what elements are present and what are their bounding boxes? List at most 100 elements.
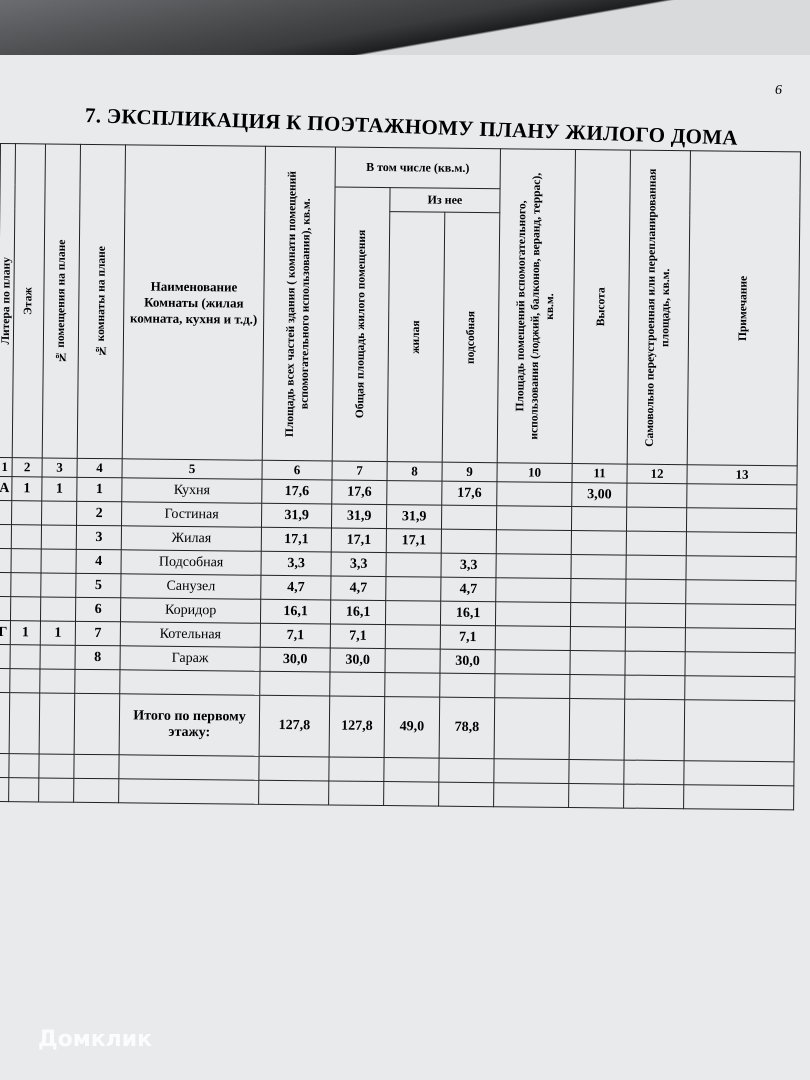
column-header-text: Этаж <box>22 286 35 315</box>
table-cell: 1 <box>76 477 123 502</box>
table-cell <box>439 673 495 698</box>
table-cell: 49,0 <box>384 696 440 759</box>
group-header: В том числе (кв.м.) <box>335 147 501 189</box>
table-cell <box>494 673 570 699</box>
table-cell <box>118 778 259 805</box>
table-cell <box>686 483 797 509</box>
table-cell <box>0 668 10 693</box>
table-cell: 7,1 <box>440 625 496 650</box>
table-cell: 6 <box>75 597 121 622</box>
table-cell <box>686 531 797 557</box>
table-cell: 16,1 <box>330 599 386 625</box>
table-cell <box>685 579 796 605</box>
table-cell: Г <box>0 620 11 645</box>
table-cell <box>328 756 385 782</box>
table-cell: 31,9 <box>386 504 442 530</box>
table-cell: Кухня <box>121 477 262 504</box>
table-cell <box>0 753 10 778</box>
table-cell <box>494 697 570 760</box>
table-cell <box>569 650 626 676</box>
table-cell <box>493 782 569 808</box>
table-cell <box>258 756 330 781</box>
table-cell: Жилая <box>121 525 262 552</box>
table-cell <box>38 777 74 803</box>
table-cell <box>11 500 42 525</box>
table-cell <box>438 782 494 807</box>
table-cell <box>8 777 39 802</box>
column-header: Высота <box>572 149 631 465</box>
table-cell <box>385 552 442 578</box>
table-cell: 1 <box>40 620 76 646</box>
column-header: Общая площадь жилого помещения <box>332 187 391 462</box>
table-cell: 4,7 <box>440 577 496 602</box>
table-cell <box>0 500 12 525</box>
table-cell <box>686 507 797 533</box>
table-cell: 4,7 <box>330 575 386 601</box>
table-header: Литера по плану Этаж № помещения на плане №… <box>0 143 801 485</box>
table-cell <box>569 674 625 700</box>
table-cell <box>41 500 77 526</box>
table-cell <box>683 784 794 810</box>
table-cell <box>624 651 686 676</box>
table-cell <box>39 668 75 694</box>
table-cell <box>625 579 686 604</box>
table-cell <box>684 675 795 701</box>
table-cell <box>258 780 329 805</box>
table-cell <box>493 758 570 784</box>
column-header: Наименование Комнаты (жилая комната, кух… <box>122 144 266 461</box>
table-cell <box>438 758 495 783</box>
column-number: 13 <box>686 464 798 485</box>
table-cell: Санузел <box>120 573 261 600</box>
table-cell <box>328 780 384 806</box>
table-cell: Коридор <box>120 597 261 624</box>
table-cell: Гостиная <box>121 501 262 528</box>
table-cell <box>626 483 687 508</box>
column-number: 1 <box>0 457 13 477</box>
table-cell <box>684 699 795 762</box>
column-header-text: Площадь помещений вспомогательного, испо… <box>514 172 557 440</box>
explication-table: Литера по плану Этаж № помещения на плане №… <box>0 143 801 810</box>
table-cell <box>0 548 12 573</box>
column-header-text: Наименование Комнаты (жилая комната, кух… <box>129 278 258 327</box>
column-number: 11 <box>571 463 628 484</box>
table-cell: 3,3 <box>440 553 497 578</box>
column-header-text: Литера по плану <box>0 256 13 345</box>
table-cell <box>11 524 42 549</box>
table-cell: 8 <box>74 645 121 670</box>
table-cell <box>0 596 11 621</box>
column-header-text: жилая <box>409 320 422 354</box>
title: 7. ЭКСПЛИКАЦИЯ К ПОЭТАЖНОМУ ПЛАНУ ЖИЛОГО… <box>84 103 739 150</box>
table-cell <box>74 693 120 755</box>
table-cell <box>685 627 796 653</box>
table-cell: 127,8 <box>259 695 330 757</box>
column-number: 4 <box>77 458 123 478</box>
table-cell <box>383 757 440 783</box>
table-cell <box>9 644 41 669</box>
table-cell <box>570 602 626 628</box>
column-header-text: подсобная <box>464 310 478 365</box>
table-body: А 1 1 1 Кухня 17,6 17,6 17,6 3,00 2 Гостиная 31,9 31… <box>0 476 797 810</box>
column-number: 5 <box>122 458 263 480</box>
table-cell: 1 <box>41 476 78 502</box>
table-cell: 17,1 <box>331 527 387 553</box>
table-cell <box>0 524 12 549</box>
table-cell <box>626 531 687 556</box>
column-number: 8 <box>386 461 443 482</box>
table-cell: 17,6 <box>441 481 497 506</box>
table-cell <box>683 760 795 786</box>
watermark: Домклик <box>38 1027 153 1052</box>
table-cell <box>38 753 75 779</box>
table-cell <box>385 624 441 650</box>
table-cell <box>570 578 626 604</box>
table-cell: 127,8 <box>329 695 385 758</box>
table-cell <box>496 529 572 555</box>
table-cell <box>118 754 260 781</box>
table-cell: 1 <box>10 620 41 645</box>
table-cell <box>684 651 796 677</box>
table-cell: Подсобная <box>120 549 262 576</box>
column-header: Самовольно переустроенная или перепланир… <box>627 150 691 465</box>
table-cell: 7,1 <box>260 623 331 648</box>
table-cell: 1 <box>11 476 43 501</box>
